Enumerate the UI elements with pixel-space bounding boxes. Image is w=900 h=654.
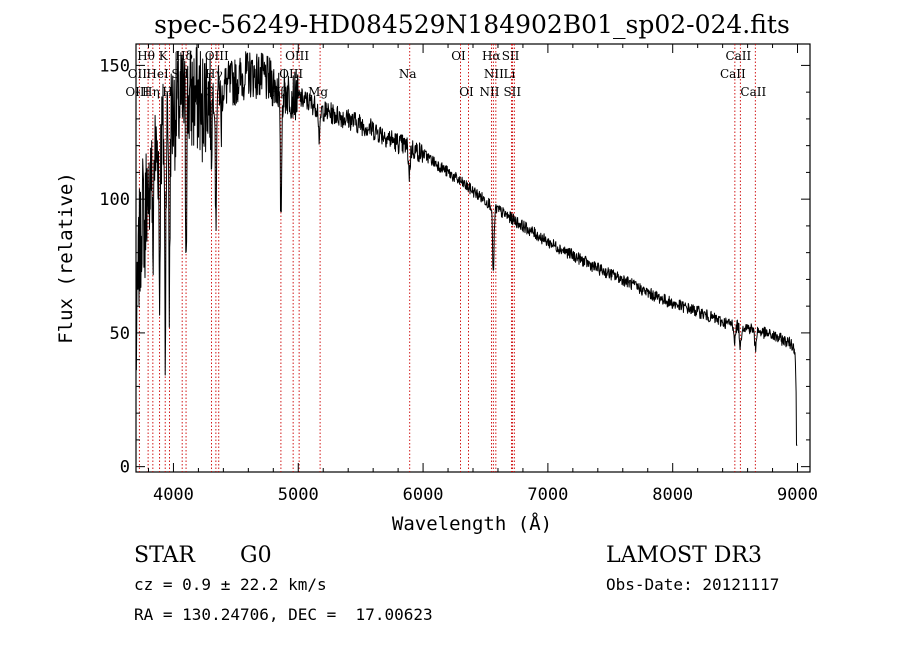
line-marker-label: OII xyxy=(128,67,148,81)
line-markers xyxy=(138,44,756,472)
line-marker-label: Na xyxy=(399,67,417,81)
x-tick-label: 5000 xyxy=(278,485,319,505)
spectrum-line xyxy=(135,43,798,446)
line-marker-label: Hθ xyxy=(137,49,155,63)
x-tick-label: 4000 xyxy=(153,485,194,505)
y-tick-label: 100 xyxy=(99,190,130,210)
line-marker-label: NII xyxy=(484,67,504,81)
x-tick-label: 7000 xyxy=(527,485,568,505)
survey-name: LAMOST DR3 xyxy=(606,543,762,568)
line-marker-label: CaII xyxy=(740,85,766,99)
spectrum-series xyxy=(135,43,798,446)
line-marker-label: Li xyxy=(504,67,516,81)
line-marker-label: Hη xyxy=(142,85,160,99)
object-type: STAR xyxy=(134,543,196,568)
x-axis-label: Wavelength (Å) xyxy=(392,512,552,535)
line-marker-label: NII xyxy=(479,85,499,99)
line-marker-label: HeI xyxy=(146,67,169,81)
line-marker-label: SII xyxy=(503,85,521,99)
subclass: G0 xyxy=(240,543,272,568)
x-axis-ticks: 4000 5000 6000 7000 8000 9000 xyxy=(147,44,818,505)
line-marker-label: OIII xyxy=(205,49,229,63)
line-marker-label: Hγ xyxy=(205,67,223,81)
x-tick-label: 8000 xyxy=(652,485,693,505)
x-tick-label: 6000 xyxy=(403,485,444,505)
line-marker-label: CaII xyxy=(720,67,746,81)
obs-date: Obs-Date: 20121117 xyxy=(606,575,779,594)
line-marker-label: OI xyxy=(451,49,466,63)
line-marker-label: K xyxy=(159,49,169,63)
line-marker-label: CaII xyxy=(725,49,751,63)
y-tick-label: 0 xyxy=(120,458,130,478)
line-marker-label: OIII xyxy=(279,67,303,81)
y-axis-ticks: 0 50 100 150 xyxy=(99,56,810,478)
line-marker-label: Hδ xyxy=(175,49,193,63)
line-marker-label: Mg xyxy=(308,85,328,99)
redshift-text: cz = 0.9 ± 22.2 km/s xyxy=(134,575,327,594)
line-marker-label: OI xyxy=(459,85,474,99)
line-marker-label: SII xyxy=(502,49,520,63)
y-tick-label: 150 xyxy=(99,56,130,76)
line-marker-label: OIII xyxy=(285,49,309,63)
y-tick-label: 50 xyxy=(110,324,130,344)
x-tick-label: 9000 xyxy=(777,485,818,505)
y-axis-label: Flux (relative) xyxy=(55,172,77,344)
chart-title: spec-56249-HD084529N184902B01_sp02-024.f… xyxy=(154,10,790,39)
plot-frame xyxy=(135,43,811,473)
coordinates: RA = 130.24706, DEC = 17.00623 xyxy=(134,605,433,624)
line-marker-label: H xyxy=(162,85,172,99)
line-marker-label: Hα xyxy=(482,49,501,63)
